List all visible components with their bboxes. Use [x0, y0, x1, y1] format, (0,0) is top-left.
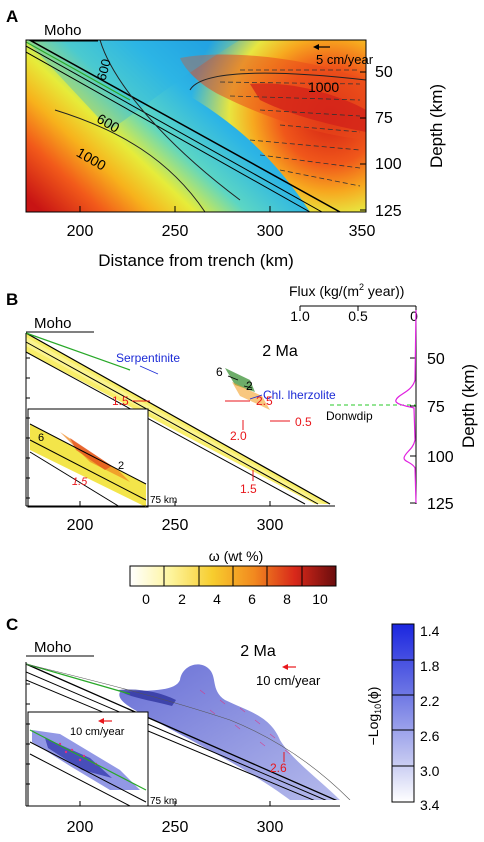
chl-lherzolite-label: Chl. lherzolite: [263, 388, 336, 402]
panel-a-velocity-label: 5 cm/year: [316, 52, 374, 67]
flux-plot: Flux (kg/(m2 year)) 1.0 0.5 0 50 75 100 …: [289, 282, 478, 513]
panel-c-moho-label: Moho: [34, 639, 72, 656]
panel-a-contour-1000-right: 1000: [308, 79, 339, 95]
panel-a: A: [6, 7, 446, 270]
inset-flux-1-5: 1.5: [72, 476, 88, 488]
panel-c-time-label: 2 Ma: [240, 643, 276, 660]
inset-depth-label: 75 km: [150, 495, 177, 506]
inset-c-depth-label: 75 km: [150, 796, 177, 807]
panel-c-velocity-label: 10 cm/year: [256, 673, 321, 688]
panel-a-y-tick: 100: [375, 156, 402, 173]
colorbar-b-label: ω (wt %): [209, 548, 263, 564]
panel-c-inset: 10 cm/year 75 km: [27, 711, 177, 807]
panel-a-x-tick: 350: [349, 223, 376, 240]
flux-x-tick: 0: [410, 308, 418, 324]
panel-a-contour-600-left: 600: [94, 57, 114, 82]
colorbar-b-tick: 0: [142, 591, 150, 607]
panel-a-y-label: Depth (km): [427, 84, 446, 168]
flux-label-1-5: 1.5: [112, 394, 129, 408]
panel-a-x-tick: 200: [67, 223, 94, 240]
panel-b-x-tick: 250: [162, 517, 189, 534]
flux-y-tick: 50: [427, 351, 445, 368]
panel-b-moho-label: Moho: [34, 315, 72, 332]
panel-c-x-axis: 200 250 300: [67, 819, 284, 836]
inset-contour-6: 6: [38, 432, 44, 444]
flux-label-2-5: 2.5: [256, 394, 273, 408]
colorbar-c-label: −Log10(ϕ): [365, 687, 383, 746]
panel-b-x-tick: 200: [67, 517, 94, 534]
serpentinite-label: Serpentinite: [116, 351, 180, 365]
flux-y-tick: 100: [427, 449, 454, 466]
panel-letter-a: A: [6, 7, 18, 26]
colorbar-b-tick: 6: [248, 591, 256, 607]
panel-a-x-tick: 300: [257, 223, 284, 240]
panel-letter-c: C: [6, 615, 18, 634]
inset-velocity-label: 10 cm/year: [70, 726, 125, 738]
panel-c-x-tick: 300: [257, 819, 284, 836]
flux-title: Flux (kg/(m2 year)): [289, 282, 404, 299]
flux-label-0-5: 0.5: [295, 415, 312, 429]
panel-a-y-tick: 125: [375, 203, 402, 220]
panel-a-x-label: Distance from trench (km): [98, 251, 294, 270]
panel-c-x-tick: 200: [67, 819, 94, 836]
panel-letter-b: B: [6, 290, 18, 309]
colorbar-c-tick: 2.2: [420, 693, 440, 709]
flux-label-2-0: 2.0: [230, 429, 247, 443]
colorbar-b-tick: 2: [178, 591, 186, 607]
flux-y-tick: 125: [427, 496, 454, 513]
flux-y-label: Depth (km): [459, 364, 478, 448]
panel-a-y-axis: 50 75 100 125 Depth (km): [375, 64, 446, 220]
colorbar-c-tick: 2.6: [420, 728, 440, 744]
panel-b-time-label: 2 Ma: [262, 343, 298, 360]
downdip-label: Donwdip: [326, 409, 373, 423]
arrow-icon: [313, 44, 319, 50]
panel-c-x-tick: 250: [162, 819, 189, 836]
contour-2-label: 2: [246, 379, 253, 393]
arrow-icon: [282, 664, 288, 670]
panel-b-x-axis: 200 250 300: [67, 517, 284, 534]
colorbar-c-tick: 3.0: [420, 763, 440, 779]
colorbar-c-tick: 1.8: [420, 658, 440, 674]
panel-c-label-2-6: 2.6: [270, 761, 287, 775]
flux-y-tick: 75: [427, 399, 445, 416]
flux-label-1-5-lower: 1.5: [240, 482, 257, 496]
colorbar-c-tick: 1.4: [420, 623, 440, 639]
panel-a-x-tick: 250: [162, 223, 189, 240]
panel-c: C Moho 2 Ma 10 cm/year 2.6: [6, 615, 440, 836]
panel-a-y-tick: 75: [375, 110, 393, 127]
panel-b-colorbar: ω (wt %) 0 2 4 6 8 10: [129, 548, 337, 607]
panel-b: B Moho 2 Ma Serpentinite Chl. lherzolite…: [6, 282, 478, 607]
contour-6-label: 6: [216, 365, 223, 379]
flux-x-tick: 1.0: [290, 308, 310, 324]
colorbar-b-tick: 8: [283, 591, 291, 607]
flux-x-tick: 0.5: [348, 308, 368, 324]
flux-curve: [395, 309, 417, 504]
panel-a-moho-label: Moho: [44, 22, 82, 39]
colorbar-c-tick: 3.4: [420, 797, 440, 813]
colorbar-b-tick: 10: [312, 591, 328, 607]
panel-c-colorbar: 1.4 1.8 2.2 2.6 3.0 3.4 −Log10(ϕ): [365, 623, 440, 813]
inset-contour-2: 2: [118, 460, 124, 472]
panel-a-thermal-field: [26, 40, 366, 212]
arrow-icon: [98, 718, 104, 724]
panel-a-x-axis: 200 250 300 350 Distance from trench (km…: [67, 223, 376, 270]
panel-a-y-tick: 50: [375, 64, 393, 81]
panel-b-x-tick: 300: [257, 517, 284, 534]
panel-b-inset: 6 2 1.5 75 km: [27, 408, 177, 508]
colorbar-b-tick: 4: [213, 591, 221, 607]
